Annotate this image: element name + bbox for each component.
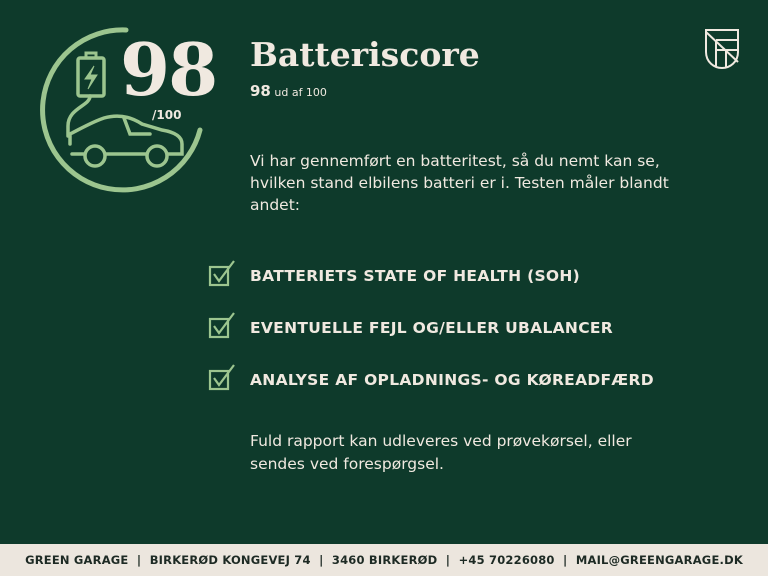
checkbox-checked-icon (208, 260, 235, 287)
list-item: BATTERIETS STATE OF HEALTH (SOH) (208, 250, 654, 302)
sub-score-value: 98 (250, 82, 271, 100)
footer-text: GREEN GARAGE | BIRKERØD KONGEVEJ 74 | 34… (25, 553, 743, 567)
score-value: 98 (120, 27, 218, 112)
footer-contact: GREEN GARAGE | BIRKERØD KONGEVEJ 74 | 34… (0, 544, 768, 576)
list-item-label: BATTERIETS STATE OF HEALTH (SOH) (250, 267, 581, 285)
test-list: BATTERIETS STATE OF HEALTH (SOH) EVENTUE… (208, 250, 654, 406)
sub-score-text: ud af 100 (274, 86, 327, 99)
list-item-label: EVENTUELLE FEJL OG/ELLER UBALANCER (250, 319, 614, 337)
list-item: ANALYSE AF OPLADNINGS- OG KØREADFÆRD (208, 354, 654, 406)
page-title: Batteriscore (250, 35, 480, 74)
score-subtitle: 98 ud af 100 (250, 82, 327, 100)
list-item: EVENTUELLE FEJL OG/ELLER UBALANCER (208, 302, 654, 354)
green-garage-logo-icon (705, 29, 739, 70)
checkbox-checked-icon (208, 364, 235, 391)
battery-car-emblem-icon (40, 27, 203, 193)
intro-text: Vi har gennemført en batteritest, så du … (250, 152, 669, 214)
outro-text: Fuld rapport kan udleveres ved prøvekørs… (250, 432, 632, 473)
list-item-label: ANALYSE AF OPLADNINGS- OG KØREADFÆRD (250, 371, 654, 389)
score-out-of: /100 (152, 108, 182, 122)
checkbox-checked-icon (208, 312, 235, 339)
